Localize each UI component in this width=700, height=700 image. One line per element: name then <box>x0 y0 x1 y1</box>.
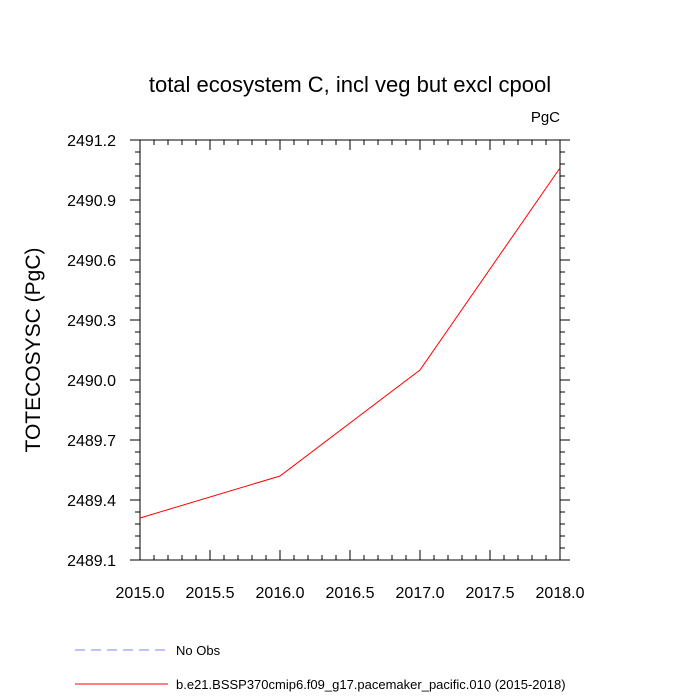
x-tick-label: 2015.0 <box>116 585 165 602</box>
series-line <box>139 167 561 519</box>
y-tick-label: 2489.4 <box>67 493 116 510</box>
y-tick-label: 2490.6 <box>67 253 116 270</box>
series-layer <box>139 167 561 519</box>
y-tick-label: 2490.9 <box>67 193 116 210</box>
plot-frame <box>139 139 561 561</box>
legend-label: No Obs <box>176 643 221 658</box>
units-label: PgC <box>531 109 560 126</box>
y-tick-labels: 2489.1 2489.4 2489.7 2490.0 2490.3 2490.6 2490… <box>67 133 116 570</box>
x-tick-label: 2017.0 <box>396 585 445 602</box>
y-tick-label: 2489.1 <box>67 553 116 570</box>
x-tick-labels: 2015.0 2015.5 2016.0 2016.5 2017.0 2017.5 2018… <box>116 585 585 602</box>
x-tick-label: 2017.5 <box>466 585 515 602</box>
x-tick-label: 2018.0 <box>536 585 585 602</box>
y-axis-label: TOTECOSYSC (PgC) <box>22 248 45 453</box>
axis-ticks <box>130 139 570 561</box>
chart-title: total ecosystem C, incl veg but excl cpo… <box>149 72 551 97</box>
x-tick-label: 2016.0 <box>256 585 305 602</box>
legend-label: b.e21.BSSP370cmip6.f09_g17.pacemaker_pac… <box>176 677 566 692</box>
y-tick-label: 2489.7 <box>67 433 116 450</box>
y-tick-label: 2490.0 <box>67 373 116 390</box>
y-tick-label: 2490.3 <box>67 313 116 330</box>
x-tick-label: 2015.5 <box>186 585 235 602</box>
y-tick-label: 2491.2 <box>67 133 116 150</box>
legend: No Obs b.e21.BSSP370cmip6.f09_g17.pacemak… <box>75 643 566 692</box>
x-tick-label: 2016.5 <box>326 585 375 602</box>
